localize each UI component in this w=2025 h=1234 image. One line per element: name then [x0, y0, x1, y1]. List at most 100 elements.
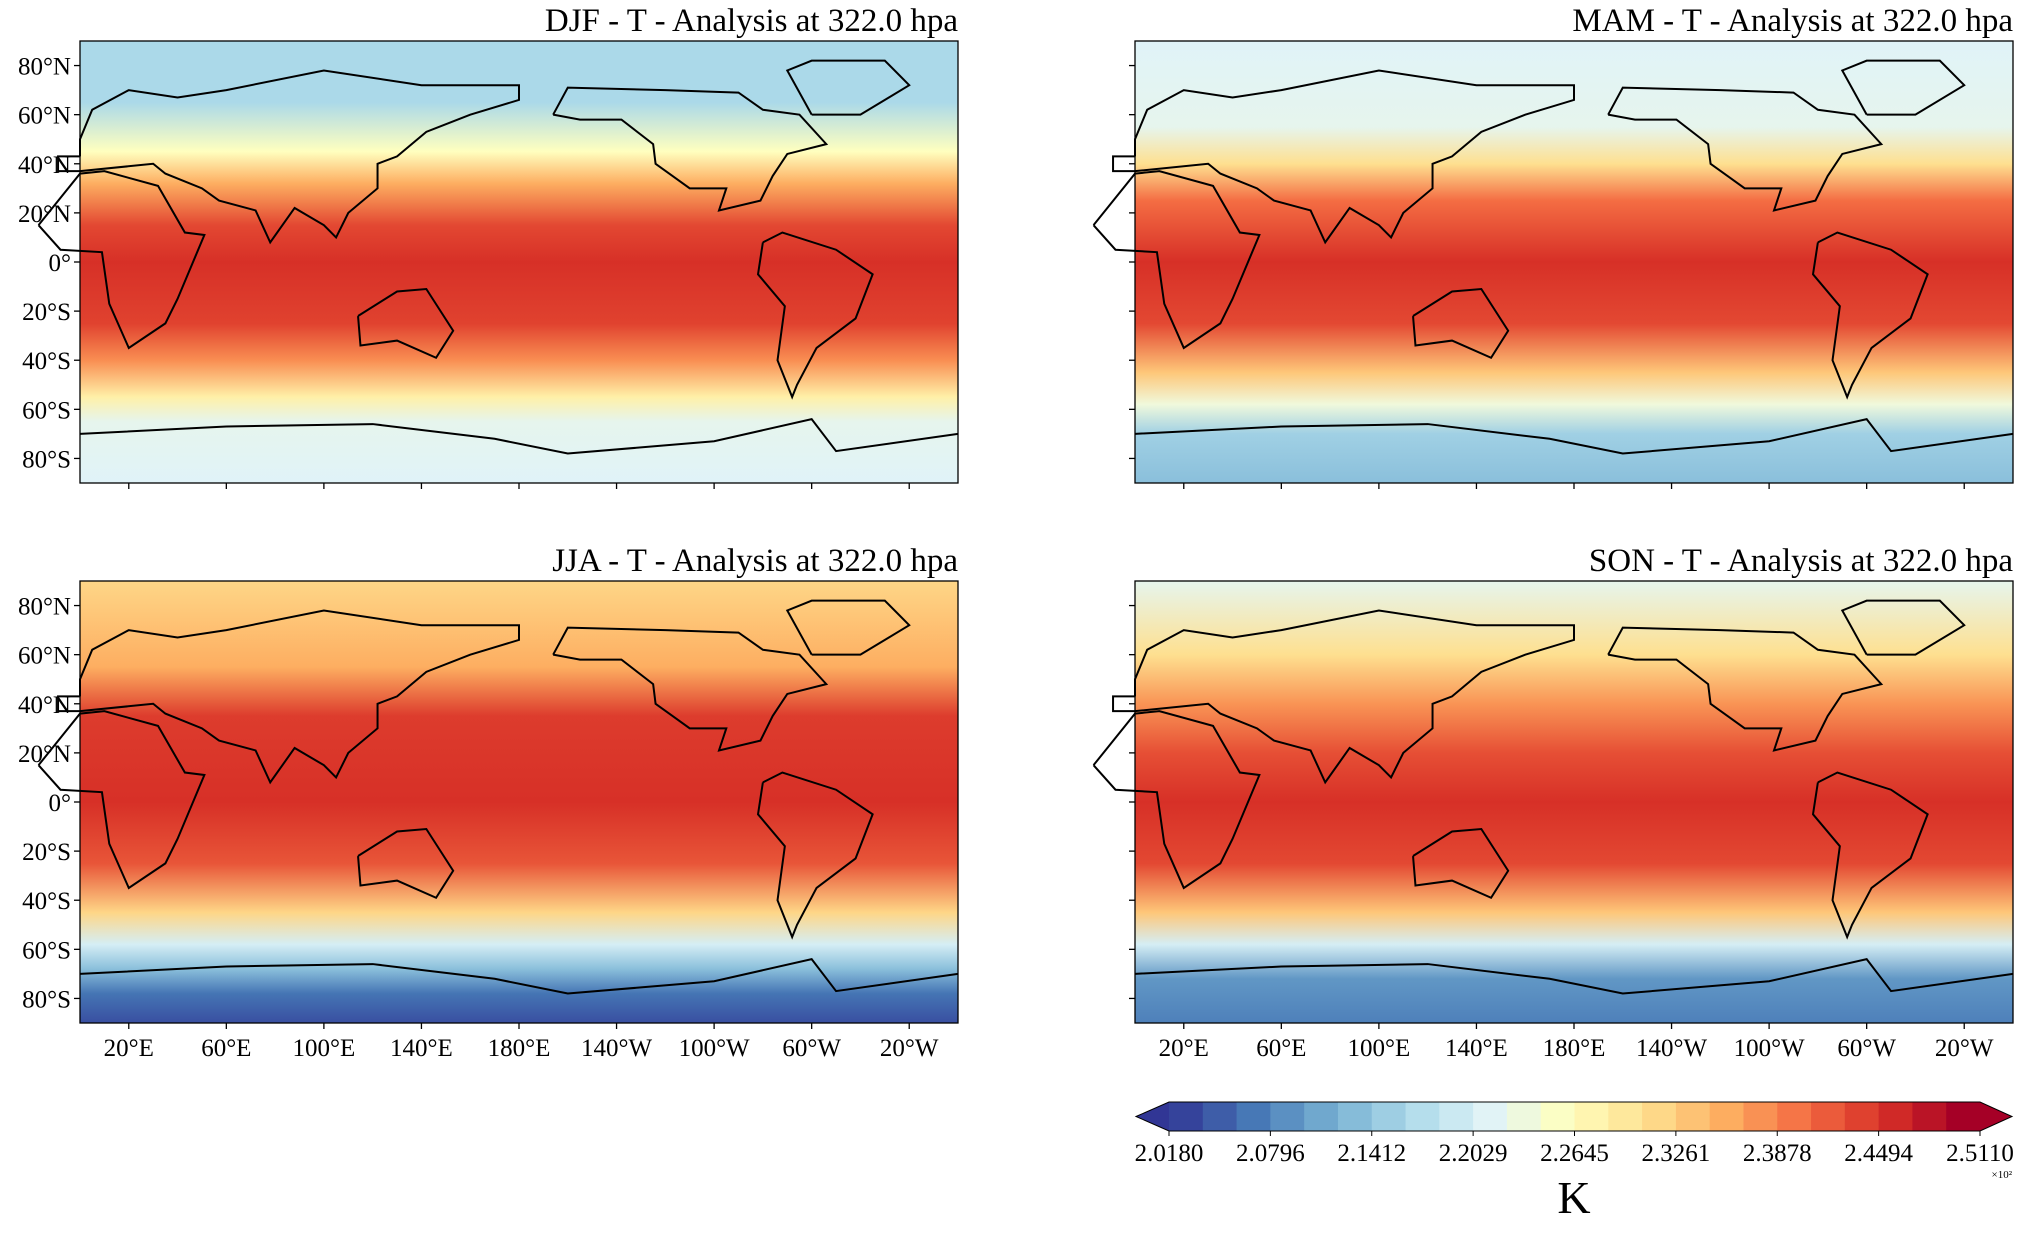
lat-tick-label: 20°S: [22, 299, 71, 326]
colorbar-tick-label: 2.5110: [1946, 1140, 2014, 1167]
lon-tick-label: 100°E: [292, 1035, 355, 1062]
coastline: [1134, 418, 2014, 455]
coastline: [756, 771, 874, 940]
colorbar-swatch: [1473, 1102, 1508, 1131]
colorbar-swatch: [1675, 1102, 1711, 1131]
coastline: [79, 418, 959, 455]
coastline: [1840, 59, 1966, 116]
colorbar-swatch: [1236, 1102, 1271, 1131]
colorbar-swatch: [1946, 1102, 1981, 1131]
coastline: [1811, 231, 1929, 400]
lon-tick-label: 20°W: [880, 1035, 939, 1062]
lat-tick-label: 80°N: [18, 594, 71, 621]
lon-tick-label: 20°E: [1159, 1035, 1209, 1062]
colorbar-swatch: [1811, 1102, 1846, 1131]
lon-tick-label: 60°E: [1256, 1035, 1306, 1062]
colorbar-swatch: [1777, 1102, 1812, 1131]
lon-tick-label: 100°W: [1734, 1035, 1805, 1062]
coastline: [1134, 958, 2014, 995]
lon-tick-label: 60°W: [1837, 1035, 1896, 1062]
colorbar-swatch: [1371, 1102, 1407, 1131]
colorbar-extend-low: [1136, 1102, 1169, 1131]
lat-tick-label: 60°N: [18, 103, 71, 130]
coastline: [1811, 771, 1929, 940]
lat-tick-label: 60°S: [22, 937, 71, 964]
panel-title: SON - T - Analysis at 322.0 hpa: [1589, 543, 2013, 579]
colorbar-swatch: [1169, 1102, 1204, 1131]
colorbar-swatch: [1709, 1102, 1744, 1131]
colorbar-swatch: [1405, 1102, 1440, 1131]
colorbar-multiplier: ×10²: [1991, 1169, 2012, 1181]
lat-tick-label: 20°N: [18, 201, 71, 228]
colorbar-swatch: [1743, 1102, 1778, 1131]
map-field: [1135, 41, 2013, 483]
colorbar-tick-label: 2.0796: [1236, 1140, 1305, 1167]
colorbar-swatch: [1608, 1102, 1643, 1131]
panel-title: DJF - T - Analysis at 322.0 hpa: [545, 3, 958, 39]
coastline: [1112, 609, 1575, 785]
lon-tick-label: 180°E: [488, 1035, 551, 1062]
colorbar-swatch: [1202, 1102, 1238, 1131]
colorbar-swatch: [1304, 1102, 1339, 1131]
lon-tick-label: 140°E: [1445, 1035, 1508, 1062]
coastline: [1840, 599, 1966, 656]
lat-tick-label: 40°S: [22, 348, 71, 375]
lon-tick-label: 60°W: [782, 1035, 841, 1062]
panel-title: MAM - T - Analysis at 322.0 hpa: [1572, 3, 2013, 39]
panel-title: JJA - T - Analysis at 322.0 hpa: [552, 543, 958, 579]
coastline: [785, 59, 911, 116]
lon-tick-label: 100°W: [679, 1035, 750, 1062]
coastline: [1112, 69, 1575, 245]
lat-tick-label: 40°N: [18, 152, 71, 179]
colorbar-swatch: [1439, 1102, 1474, 1131]
coastline: [756, 231, 874, 400]
colorbar-swatch: [1912, 1102, 1947, 1131]
lat-tick-label: 20°N: [18, 741, 71, 768]
lat-tick-label: 80°S: [22, 446, 71, 473]
colorbar-tick-label: 2.4494: [1844, 1140, 1913, 1167]
coastline: [552, 86, 829, 212]
map-field: [80, 41, 958, 483]
coastline: [1092, 170, 1261, 350]
lat-tick-label: 60°S: [22, 397, 71, 424]
coastline: [57, 69, 520, 245]
lon-tick-label: 140°W: [1636, 1035, 1707, 1062]
lat-tick-label: 40°N: [18, 692, 71, 719]
colorbar-tick-label: 2.0180: [1135, 1140, 1204, 1167]
colorbar-swatch: [1270, 1102, 1305, 1131]
colorbar-tick-label: 2.2645: [1540, 1140, 1609, 1167]
coastline: [357, 287, 455, 360]
coastline: [1412, 827, 1510, 900]
colorbar-swatch: [1844, 1102, 1880, 1131]
coastline: [79, 958, 959, 995]
lon-tick-label: 180°E: [1543, 1035, 1606, 1062]
map-field: [1135, 581, 2013, 1023]
colorbar-tick-label: 2.1412: [1337, 1140, 1406, 1167]
coastline: [1092, 710, 1261, 890]
lat-tick-label: 80°N: [18, 54, 71, 81]
colorbar-swatch: [1574, 1102, 1609, 1131]
lon-tick-label: 20°E: [104, 1035, 154, 1062]
coastline: [1607, 86, 1884, 212]
lat-tick-label: 0°: [49, 250, 72, 277]
coastline: [37, 170, 206, 350]
coastline: [357, 827, 455, 900]
colorbar-extend-high: [1980, 1102, 2012, 1131]
lon-tick-label: 20°W: [1935, 1035, 1994, 1062]
colorbar-swatch: [1540, 1102, 1575, 1131]
colorbar-swatch: [1337, 1102, 1373, 1131]
colorbar-label: K: [1557, 1172, 1590, 1223]
lon-tick-label: 140°E: [390, 1035, 453, 1062]
colorbar-tick-label: 2.3878: [1743, 1140, 1812, 1167]
coastline: [57, 609, 520, 785]
coastline: [37, 710, 206, 890]
colorbar-swatch: [1878, 1102, 1913, 1131]
lon-tick-label: 140°W: [581, 1035, 652, 1062]
coastline: [785, 599, 911, 656]
lon-tick-label: 60°E: [201, 1035, 251, 1062]
coastline: [552, 626, 829, 752]
colorbar-tick-label: 2.2029: [1439, 1140, 1508, 1167]
colorbar-swatch: [1506, 1102, 1542, 1131]
coastline: [1607, 626, 1884, 752]
